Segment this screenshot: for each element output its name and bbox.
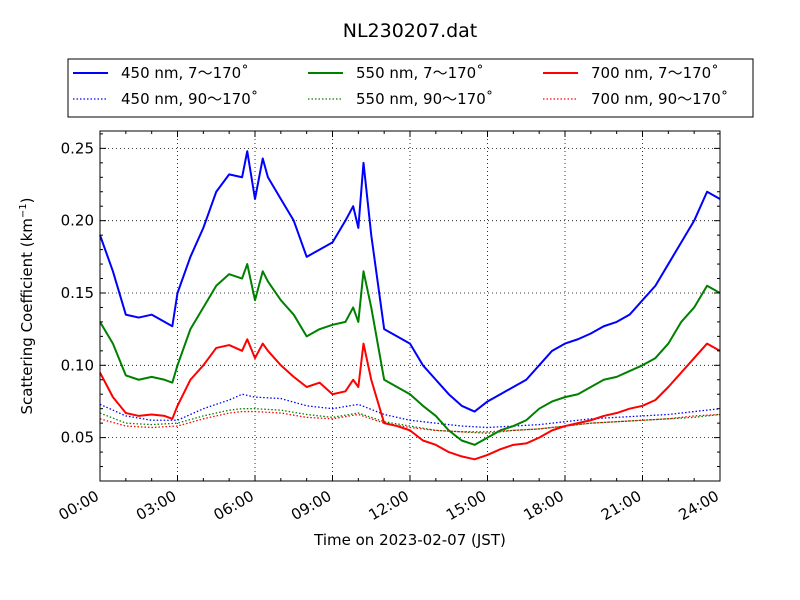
legend-label: 550 nm, 7～170˚	[356, 64, 484, 82]
y-tick-label: 0.25	[61, 139, 94, 157]
legend: 450 nm, 7～170˚ 450 nm, 90～170˚ 550 nm, 7～1…	[67, 58, 754, 118]
x-tick-label: 06:00	[211, 487, 257, 524]
x-tick-labels: 00:00 03:00 06:00 09:00 12:00 15:00 18:00 21:00…	[56, 487, 722, 524]
series-line	[99, 410, 721, 433]
y-axis-label-close: )	[18, 197, 36, 203]
grid-lines	[100, 131, 720, 481]
legend-label: 450 nm, 90～170˚	[121, 90, 258, 108]
series-line	[99, 393, 721, 429]
x-tick-label: 18:00	[521, 487, 567, 524]
x-tick-label: 09:00	[288, 487, 334, 524]
axis-ticks	[99, 131, 721, 481]
x-tick-label: 12:00	[366, 487, 412, 524]
legend-items: 450 nm, 7～170˚ 450 nm, 90～170˚ 550 nm, 7～1…	[73, 64, 728, 108]
y-axis-label-main: Scattering Coefficient (km	[18, 218, 36, 414]
legend-label: 700 nm, 90～170˚	[591, 90, 728, 108]
legend-label: 550 nm, 90～170˚	[356, 90, 493, 108]
y-tick-label: 0.15	[61, 284, 94, 302]
x-tick-label: 24:00	[676, 487, 722, 524]
plot-area	[99, 130, 721, 482]
y-axis-label: Scattering Coefficient (km−1)	[18, 197, 36, 414]
y-axis-label-sup: −1	[18, 203, 29, 218]
x-axis-label: Time on 2023-02-07 (JST)	[313, 531, 506, 549]
series-line	[99, 150, 721, 413]
x-tick-label: 03:00	[133, 487, 179, 524]
y-tick-label: 0.10	[61, 356, 94, 374]
x-tick-label: 00:00	[56, 487, 102, 524]
series-line	[99, 338, 721, 461]
y-tick-label: 0.05	[61, 429, 94, 447]
y-tick-labels: 0.05 0.10 0.15 0.20 0.25	[61, 139, 94, 446]
legend-box	[67, 58, 754, 118]
series-line	[99, 263, 721, 446]
y-tick-label: 0.20	[61, 212, 94, 230]
x-tick-label: 15:00	[443, 487, 489, 524]
legend-label: 450 nm, 7～170˚	[121, 64, 249, 82]
x-tick-label: 21:00	[598, 487, 644, 524]
chart-title: NL230207.dat	[343, 20, 478, 42]
series-lines	[99, 150, 721, 461]
legend-label: 700 nm, 7～170˚	[591, 64, 719, 82]
